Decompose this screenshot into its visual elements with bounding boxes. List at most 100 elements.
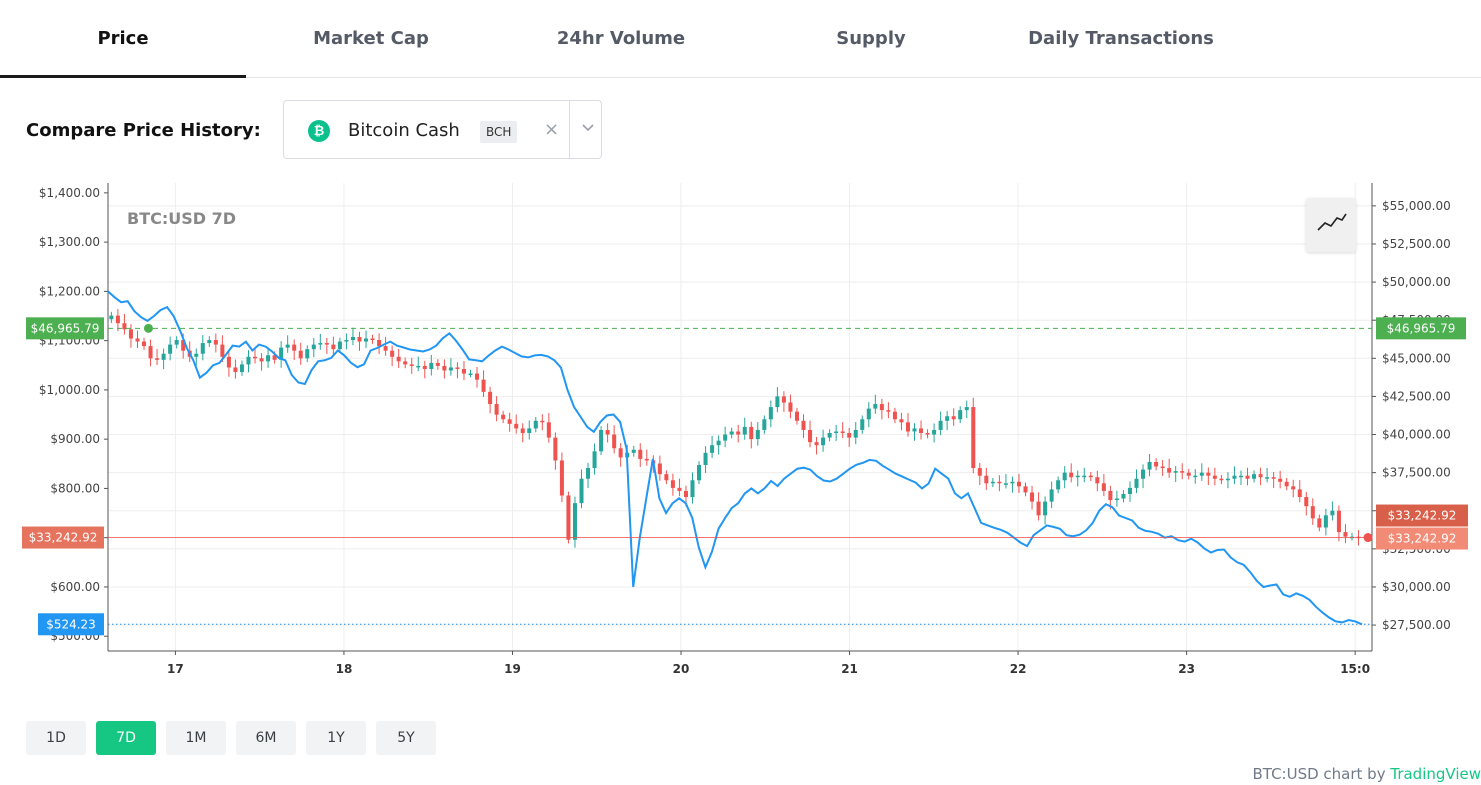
tab-daily-transactions[interactable]: Daily Transactions [1028,28,1214,49]
candle-body [1167,468,1172,473]
candle-body [161,353,166,360]
candle-body [1193,475,1198,478]
bitcoin-cash-icon: ₿ [308,120,330,142]
grid-lines [108,183,1372,651]
chevron-down-icon[interactable] [580,119,596,135]
x-tick-label: 22 [1010,662,1027,676]
candle-body [514,423,519,429]
last-price-tag-left [22,526,104,549]
candle-body [1088,475,1093,478]
candle-body [977,468,982,476]
candle-body [775,396,780,408]
candle-body [1258,474,1263,478]
candle-body [834,431,839,434]
candle-body [723,434,728,441]
tab-market-cap[interactable]: Market Cap [313,28,429,49]
tradingview-link[interactable]: TradingView [1390,765,1481,783]
start-price-tag-right [1376,317,1466,340]
last-candle-tag-right [1376,504,1468,527]
candle-body [657,463,662,475]
clear-compare-icon[interactable]: × [544,119,560,140]
range-7d-button[interactable]: 7D [96,721,156,755]
candle-body [683,490,688,498]
range-1d-button[interactable]: 1D [26,721,86,755]
active-tab-indicator [0,75,246,78]
candle-body [259,358,264,362]
range-5y-button[interactable]: 5Y [376,721,436,755]
compare-last-tag [38,613,104,636]
left-tick-label: $1,300.00 [39,235,100,249]
candle-body [618,448,623,458]
compare-coin-select[interactable]: ₿ Bitcoin Cash BCH × [283,100,602,159]
candle-body [879,404,884,411]
candle-body [292,344,297,351]
candle-body [501,414,506,420]
candle-body [1023,486,1028,493]
candle-body [866,408,871,420]
x-tick-label: 21 [841,662,858,676]
candle-body [1219,478,1224,481]
candle-body [207,340,212,344]
price-chart[interactable]: $1,400.00$1,300.00$1,200.00$1,100.00$1,0… [0,170,1481,685]
candle-body [494,404,499,415]
candle-body [1225,478,1230,481]
candle-body [670,480,675,488]
candle-body [422,365,427,369]
candle-body [1036,501,1041,516]
candle-body [1212,475,1217,479]
candle-body [213,340,218,345]
candle-body [1304,497,1309,507]
tab-price[interactable]: Price [97,28,149,49]
candle-body [566,495,571,540]
candle-body [1049,489,1054,502]
candle-body [605,429,610,435]
candle-body [847,433,852,438]
candle-body [853,429,858,438]
candle-body [644,458,649,461]
candle-body [429,362,434,369]
range-1y-button[interactable]: 1Y [306,721,366,755]
left-tick-label: $1,400.00 [39,186,100,200]
chart-style-button[interactable] [1306,198,1356,252]
range-6m-button[interactable]: 6M [236,721,296,755]
candle-body [1317,518,1322,528]
right-tick-label: $55,000.00 [1382,199,1451,213]
candle-body [755,429,760,440]
candle-body [142,341,147,347]
candle-body [932,429,937,435]
candle-body [409,364,414,366]
candle-body [1186,472,1191,476]
right-tick-label: $52,500.00 [1382,237,1451,251]
candle-body [1082,475,1087,478]
bch-compare-line [107,290,1363,626]
compare-coin-name: Bitcoin Cash [348,120,460,141]
left-tick-label: $800.00 [50,481,100,495]
candle-body [768,407,773,420]
tab-supply[interactable]: Supply [836,28,906,49]
candle-body [1121,493,1126,499]
x-tick-label: 20 [673,662,690,676]
candle-body [1010,481,1015,484]
candle-body [762,419,767,430]
candle-body [331,344,336,350]
candle-body [997,481,1002,484]
candle-body [1160,466,1165,469]
candle-body [344,340,349,342]
range-1m-button[interactable]: 1M [166,721,226,755]
candle-body [1134,478,1139,488]
candle-body [435,362,440,366]
candle-body [481,379,486,392]
candle-body [971,407,976,469]
right-tick-label: $40,000.00 [1382,428,1451,442]
candle-body [945,416,950,421]
candle-body [1199,472,1204,476]
left-tick-label: $1,000.00 [39,383,100,397]
candle-body [122,323,127,330]
candle-body [468,373,473,376]
candle-body [246,356,251,365]
candle-body [390,350,395,357]
candle-body [1101,483,1106,491]
candle-body [527,428,532,434]
tab-24hr-volume[interactable]: 24hr Volume [556,28,686,49]
candle-body [148,346,153,359]
